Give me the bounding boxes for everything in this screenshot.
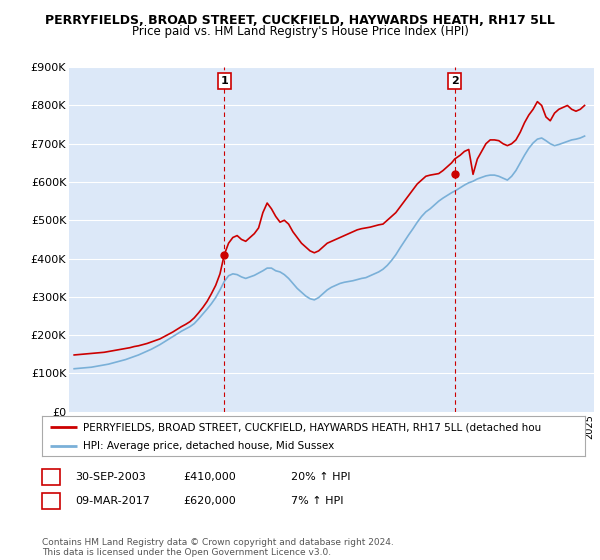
- Text: 7% ↑ HPI: 7% ↑ HPI: [291, 496, 343, 506]
- Point: [450, 170, 460, 179]
- Text: £620,000: £620,000: [183, 496, 236, 506]
- Text: 30-SEP-2003: 30-SEP-2003: [75, 472, 146, 482]
- Text: Price paid vs. HM Land Registry's House Price Index (HPI): Price paid vs. HM Land Registry's House …: [131, 25, 469, 38]
- Text: Contains HM Land Registry data © Crown copyright and database right 2024.
This d: Contains HM Land Registry data © Crown c…: [42, 538, 394, 557]
- Text: 09-MAR-2017: 09-MAR-2017: [75, 496, 150, 506]
- Text: 1: 1: [220, 76, 228, 86]
- Text: £410,000: £410,000: [183, 472, 236, 482]
- Text: 20% ↑ HPI: 20% ↑ HPI: [291, 472, 350, 482]
- Text: HPI: Average price, detached house, Mid Sussex: HPI: Average price, detached house, Mid …: [83, 441, 334, 451]
- Text: PERRYFIELDS, BROAD STREET, CUCKFIELD, HAYWARDS HEATH, RH17 5LL: PERRYFIELDS, BROAD STREET, CUCKFIELD, HA…: [45, 14, 555, 27]
- Text: PERRYFIELDS, BROAD STREET, CUCKFIELD, HAYWARDS HEATH, RH17 5LL (detached hou: PERRYFIELDS, BROAD STREET, CUCKFIELD, HA…: [83, 422, 541, 432]
- Point: [220, 250, 229, 259]
- Text: 2: 2: [47, 496, 55, 506]
- Text: 1: 1: [47, 472, 55, 482]
- Text: 2: 2: [451, 76, 458, 86]
